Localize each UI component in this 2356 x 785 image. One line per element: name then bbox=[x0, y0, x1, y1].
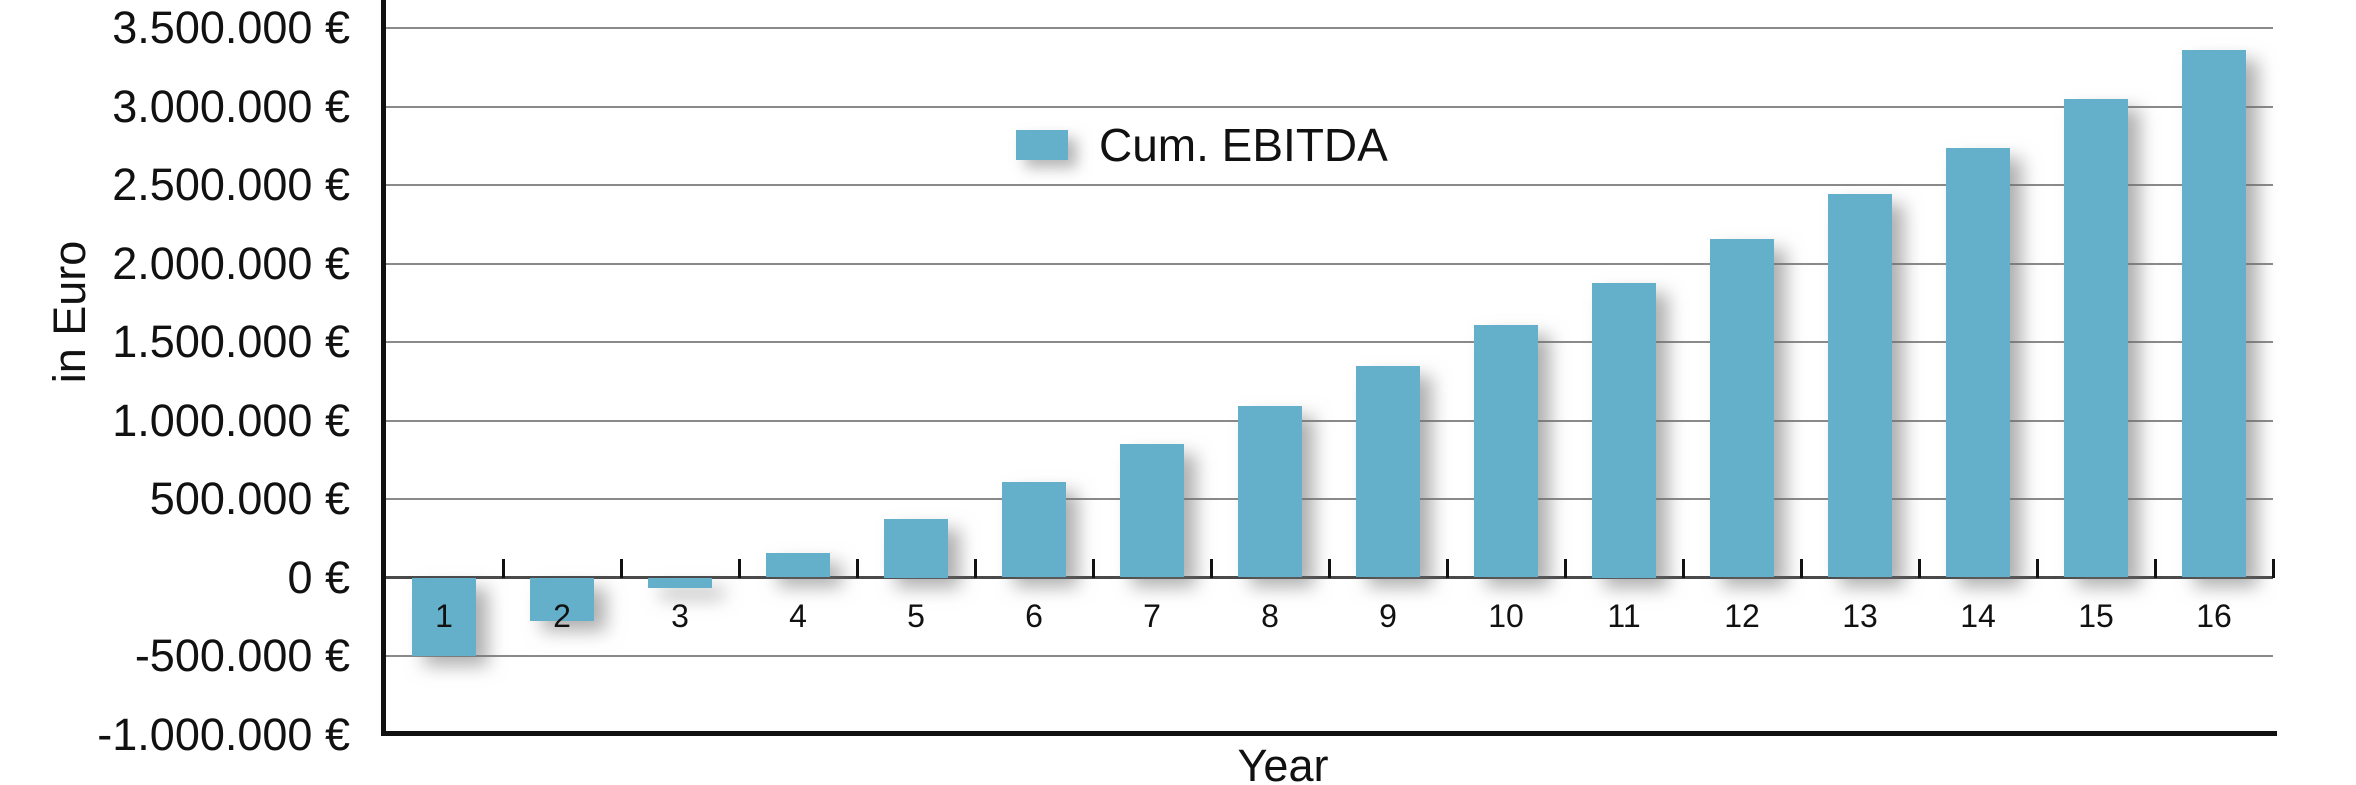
x-category-label-16: 16 bbox=[2196, 598, 2232, 634]
legend-label: Cum. EBITDA bbox=[1099, 119, 1388, 171]
x-category-label-11: 11 bbox=[1607, 598, 1641, 634]
gridline bbox=[385, 498, 2273, 500]
gridline bbox=[385, 341, 2273, 343]
x-category-label-4: 4 bbox=[789, 598, 807, 634]
x-category-label-2: 2 bbox=[553, 598, 571, 634]
gridline bbox=[385, 419, 2273, 422]
plot-bottom-border bbox=[381, 731, 2277, 736]
x-category-label-5: 5 bbox=[907, 598, 925, 634]
bar-year-9 bbox=[1356, 366, 1420, 578]
bar-year-2 bbox=[530, 577, 594, 622]
bar-year-4 bbox=[766, 553, 830, 578]
gridline bbox=[385, 184, 2273, 186]
x-axis-tick bbox=[737, 558, 741, 578]
x-axis-tick bbox=[1917, 558, 1921, 578]
x-category-label-8: 8 bbox=[1261, 598, 1279, 634]
y-tick-label: 2.500.000 € bbox=[112, 159, 350, 210]
y-tick-label: -1.000.000 € bbox=[97, 708, 350, 760]
bar-year-1 bbox=[412, 577, 476, 656]
bar-year-12 bbox=[1710, 239, 1774, 578]
x-category-label-12: 12 bbox=[1724, 598, 1760, 634]
x-category-label-10: 10 bbox=[1488, 598, 1524, 634]
bar-year-10 bbox=[1474, 324, 1538, 578]
bar-year-5 bbox=[884, 518, 948, 578]
x-axis-tick bbox=[855, 558, 859, 578]
y-axis-line bbox=[381, 0, 386, 736]
x-axis-tick bbox=[1327, 558, 1331, 578]
bar-year-11 bbox=[1592, 283, 1656, 578]
x-category-label-13: 13 bbox=[1842, 598, 1878, 634]
x-category-label-3: 3 bbox=[671, 598, 689, 634]
gridline bbox=[385, 105, 2273, 108]
x-category-label-7: 7 bbox=[1143, 598, 1161, 634]
bar-year-7 bbox=[1120, 444, 1184, 578]
bar-year-15 bbox=[2064, 99, 2128, 578]
y-tick-label: 500.000 € bbox=[149, 473, 350, 524]
y-tick-label: 1.000.000 € bbox=[112, 394, 350, 446]
y-tick-label: 0 € bbox=[287, 551, 350, 603]
y-tick-label: 3.500.000 € bbox=[112, 2, 350, 53]
x-category-label-9: 9 bbox=[1379, 598, 1397, 634]
y-tick-label: 3.000.000 € bbox=[112, 80, 350, 132]
zero-gridline bbox=[385, 576, 2273, 579]
x-category-label-14: 14 bbox=[1960, 598, 1996, 634]
x-axis-tick bbox=[1209, 558, 1213, 578]
legend: Cum. EBITDA bbox=[1016, 122, 1388, 168]
x-category-label-1: 1 bbox=[435, 598, 453, 634]
bar-year-8 bbox=[1238, 406, 1302, 578]
bar-year-13 bbox=[1828, 194, 1892, 578]
bar-year-14 bbox=[1946, 148, 2010, 578]
gridline bbox=[385, 262, 2273, 265]
gridline bbox=[385, 27, 2273, 29]
x-axis-title: Year bbox=[1237, 740, 1329, 785]
x-axis-tick bbox=[1091, 558, 1095, 578]
x-axis-tick bbox=[1563, 558, 1567, 578]
x-axis-tick bbox=[973, 558, 977, 578]
x-axis-tick bbox=[501, 558, 505, 578]
x-axis-tick bbox=[2035, 558, 2039, 578]
y-tick-label: -500.000 € bbox=[134, 630, 350, 681]
legend-swatch-cum-ebitda bbox=[1016, 130, 1068, 160]
x-axis-tick bbox=[1799, 558, 1803, 578]
x-axis-tick bbox=[619, 558, 623, 578]
x-axis-tick bbox=[2153, 558, 2157, 578]
y-tick-label: 2.000.000 € bbox=[112, 237, 350, 289]
x-category-label-15: 15 bbox=[2078, 598, 2114, 634]
x-axis-tick bbox=[1445, 558, 1449, 578]
bar-year-6 bbox=[1002, 481, 1066, 578]
x-category-label-6: 6 bbox=[1025, 598, 1043, 634]
x-axis-tick bbox=[1681, 558, 1685, 578]
y-tick-label: 1.500.000 € bbox=[112, 316, 350, 367]
x-axis-tick bbox=[2271, 558, 2275, 578]
bar-year-3 bbox=[648, 577, 712, 589]
gridline bbox=[385, 655, 2273, 657]
bar-year-16 bbox=[2182, 49, 2246, 578]
